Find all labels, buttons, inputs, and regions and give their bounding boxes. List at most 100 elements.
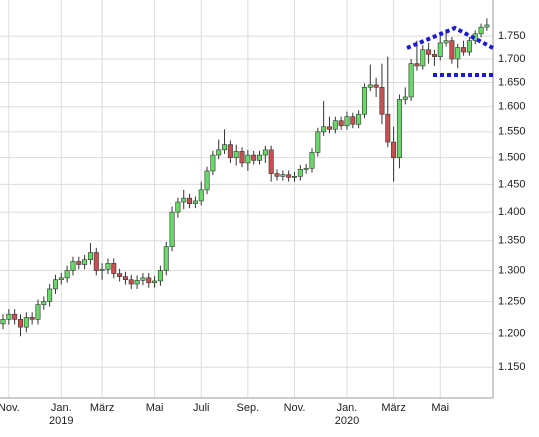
y-tick-label: 1.500: [498, 152, 526, 164]
candle-body: [210, 154, 216, 172]
candle-body: [315, 131, 321, 153]
candle-body: [76, 261, 82, 265]
candle-body: [268, 149, 274, 174]
x-year-label: 2019: [49, 415, 73, 427]
candle-body: [111, 262, 117, 274]
candle-body: [338, 120, 344, 127]
candle-body: [233, 151, 239, 158]
candle-body: [134, 280, 140, 285]
y-tick-label: 1.150: [498, 361, 526, 373]
x-tick-label: Juli: [193, 402, 210, 414]
candle-body: [35, 304, 41, 320]
x-year-label: 2020: [335, 415, 359, 427]
candle-body: [373, 84, 379, 88]
labels: 1.150 1.200 1.250 1.300 1.350 1.400 1.450 1.500…: [0, 30, 526, 427]
candle-body: [350, 116, 356, 125]
y-tick-label: 1.750: [498, 30, 526, 42]
x-tick-label: Sep.: [237, 402, 260, 414]
candle-body: [122, 276, 128, 280]
x-tick-label: Nov.: [0, 402, 20, 414]
candle-body: [99, 269, 105, 271]
y-tick-label: 1.700: [498, 53, 526, 65]
candle-body: [181, 197, 187, 203]
y-tick-label: 1.300: [498, 264, 526, 276]
candle-body: [222, 144, 228, 151]
x-tick-label: März: [90, 402, 114, 414]
candle-body: [396, 99, 402, 158]
candle-body: [297, 169, 303, 177]
candle-body: [227, 144, 233, 158]
candle-body: [64, 270, 70, 279]
x-tick-label: Jan.: [337, 402, 358, 414]
candle-body: [251, 154, 257, 161]
candle-body: [303, 167, 309, 170]
candle-body: [402, 96, 408, 100]
candle-body: [23, 317, 29, 328]
candle-body: [385, 113, 391, 143]
candle-body: [0, 319, 6, 325]
candle-body: [420, 49, 426, 67]
candle-body: [484, 24, 490, 28]
candle-body: [356, 113, 362, 125]
y-tick-label: 1.650: [498, 76, 526, 88]
candle-body: [321, 126, 327, 133]
candle-body: [163, 246, 169, 271]
candle-body: [146, 277, 152, 284]
candle-body: [29, 317, 35, 320]
candle-body: [391, 141, 397, 158]
candle-body: [245, 154, 251, 164]
candle-body: [152, 280, 158, 284]
candle-body: [478, 26, 484, 35]
candle-body: [437, 42, 443, 57]
candle-body: [262, 149, 268, 156]
candle-body: [192, 200, 198, 204]
candle-body: [286, 174, 292, 178]
candle-body: [466, 40, 472, 53]
candle-body: [309, 152, 315, 169]
candle-body: [198, 189, 204, 202]
candle-body: [204, 170, 210, 191]
candle-body: [187, 197, 193, 204]
candle-body: [361, 87, 367, 115]
candle-body: [332, 120, 338, 130]
candle-body: [449, 40, 455, 60]
y-tick-label: 1.200: [498, 328, 526, 340]
candle-body: [367, 84, 373, 88]
candle-body: [17, 319, 23, 328]
candle-body: [379, 87, 385, 115]
candle-body: [414, 63, 420, 67]
candle-body: [344, 116, 350, 127]
x-tick-label: Nov.: [284, 402, 306, 414]
candle-body: [257, 154, 263, 161]
candle-body: [274, 173, 280, 177]
y-tick-label: 1.450: [498, 178, 526, 190]
x-tick-label: Mai: [431, 402, 449, 414]
candle-body: [105, 262, 111, 270]
y-tick-label: 1.250: [498, 295, 526, 307]
candle-body: [117, 273, 123, 277]
grid: [0, 0, 493, 398]
candle-body: [12, 313, 18, 320]
y-tick-label: 1.550: [498, 126, 526, 138]
x-tick-label: Jan.: [51, 402, 72, 414]
candle-body: [280, 174, 286, 177]
candle-body: [157, 270, 163, 282]
candle-body: [455, 47, 461, 60]
candle-body: [87, 252, 93, 260]
candle-body: [128, 279, 134, 285]
candle-body: [426, 49, 432, 55]
candle-body: [431, 54, 437, 57]
candle-body: [82, 259, 88, 265]
pattern-line: [406, 25, 494, 50]
x-tick-label: März: [381, 402, 405, 414]
candle-body: [326, 126, 332, 130]
candle-body: [93, 252, 99, 271]
candle-body: [140, 277, 146, 281]
y-tick-label: 1.600: [498, 101, 526, 113]
candle-body: [216, 149, 222, 156]
candle-body: [461, 47, 467, 53]
candle-body: [41, 301, 47, 305]
candle-body: [58, 277, 64, 280]
y-tick-label: 1.400: [498, 206, 526, 218]
y-tick-label: 1.350: [498, 235, 526, 247]
